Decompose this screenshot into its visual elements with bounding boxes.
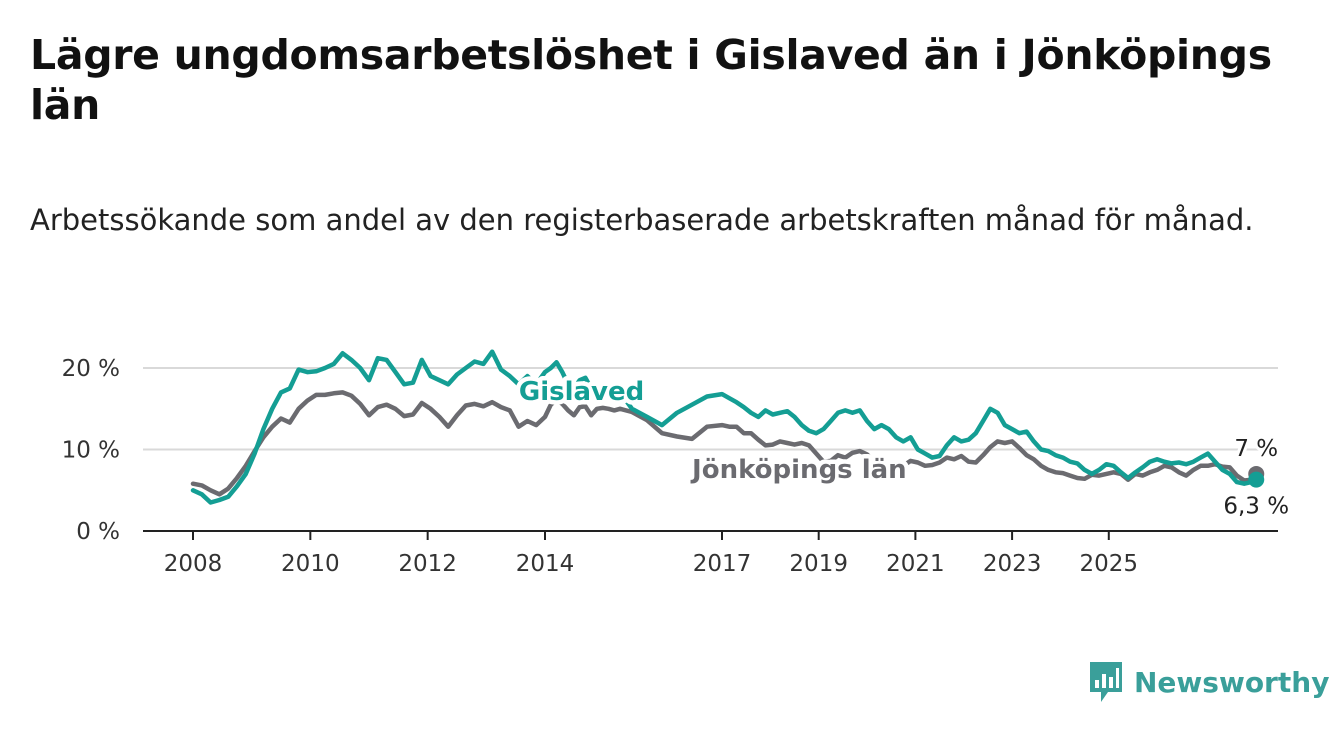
x-tick-label: 2021 <box>886 551 945 577</box>
newsworthy-logo-icon <box>1090 662 1122 702</box>
line-chart: 0 % 10 % 20 % 2008 2010 2012 2014 2017 2019 2021… <box>61 349 1292 577</box>
series-line <box>190 349 1259 505</box>
series-lines <box>190 349 1265 505</box>
y-tick-label: 20 % <box>62 356 120 382</box>
series-line <box>190 390 1259 497</box>
y-tick-label: 10 % <box>62 438 120 464</box>
brand-name: Newsworthy <box>1134 665 1330 699</box>
end-value-label-halo: 7 % <box>1234 436 1278 462</box>
x-tick-label: 2019 <box>789 551 848 577</box>
end-value-label: 6,3 % <box>1223 494 1289 520</box>
series-label-halo: Jönköpings län <box>690 455 907 485</box>
series-label-halo: Gislaved <box>519 377 644 407</box>
series-label: Jönköpings län <box>690 455 907 485</box>
series-end-dot <box>1248 471 1265 488</box>
series-label: Gislaved <box>519 377 644 407</box>
x-tick-label: 2008 <box>164 551 223 577</box>
x-axis: 2008 2010 2012 2014 2017 2019 2021 2023 2025 <box>143 530 1278 577</box>
y-tick-label: 0 % <box>76 519 120 545</box>
end-value-label: 7 % <box>1234 436 1278 462</box>
x-tick-label: 2017 <box>693 551 752 577</box>
page-subtitle: Arbetssökande som andel av den registerb… <box>30 203 1254 237</box>
x-tick-label: 2014 <box>516 551 575 577</box>
brand-logo: Newsworthy <box>1088 660 1329 704</box>
end-value-label-halo: 6,3 % <box>1223 494 1289 520</box>
x-tick-label: 2012 <box>398 551 457 577</box>
grid-lines: 0 % 10 % 20 % <box>62 356 1278 545</box>
x-tick-label: 2010 <box>281 551 340 577</box>
x-tick-label: 2023 <box>983 551 1042 577</box>
page-title: Lägre ungdomsarbetslöshet i Gislaved än … <box>30 31 1272 129</box>
x-tick-label: 2025 <box>1080 551 1139 577</box>
